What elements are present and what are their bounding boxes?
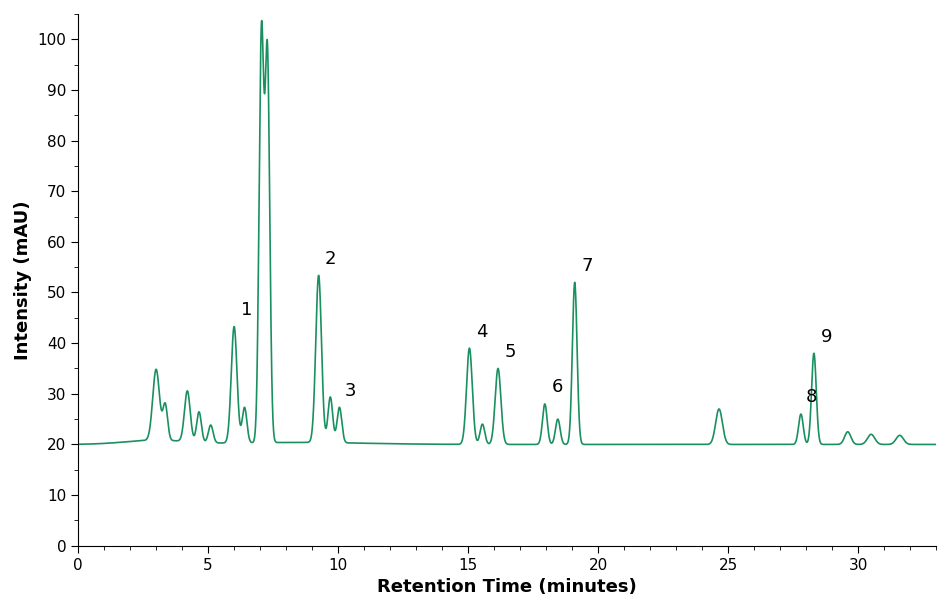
Text: 3: 3 <box>345 382 356 400</box>
Text: 2: 2 <box>325 249 336 268</box>
Y-axis label: Intensity (mAU): Intensity (mAU) <box>14 200 32 359</box>
Text: 5: 5 <box>504 343 516 361</box>
Text: 7: 7 <box>581 257 593 274</box>
Text: 8: 8 <box>806 389 817 406</box>
Text: 9: 9 <box>821 328 832 346</box>
Text: 4: 4 <box>476 323 487 340</box>
Text: 6: 6 <box>551 378 562 396</box>
X-axis label: Retention Time (minutes): Retention Time (minutes) <box>377 578 637 596</box>
Text: 1: 1 <box>240 301 252 319</box>
